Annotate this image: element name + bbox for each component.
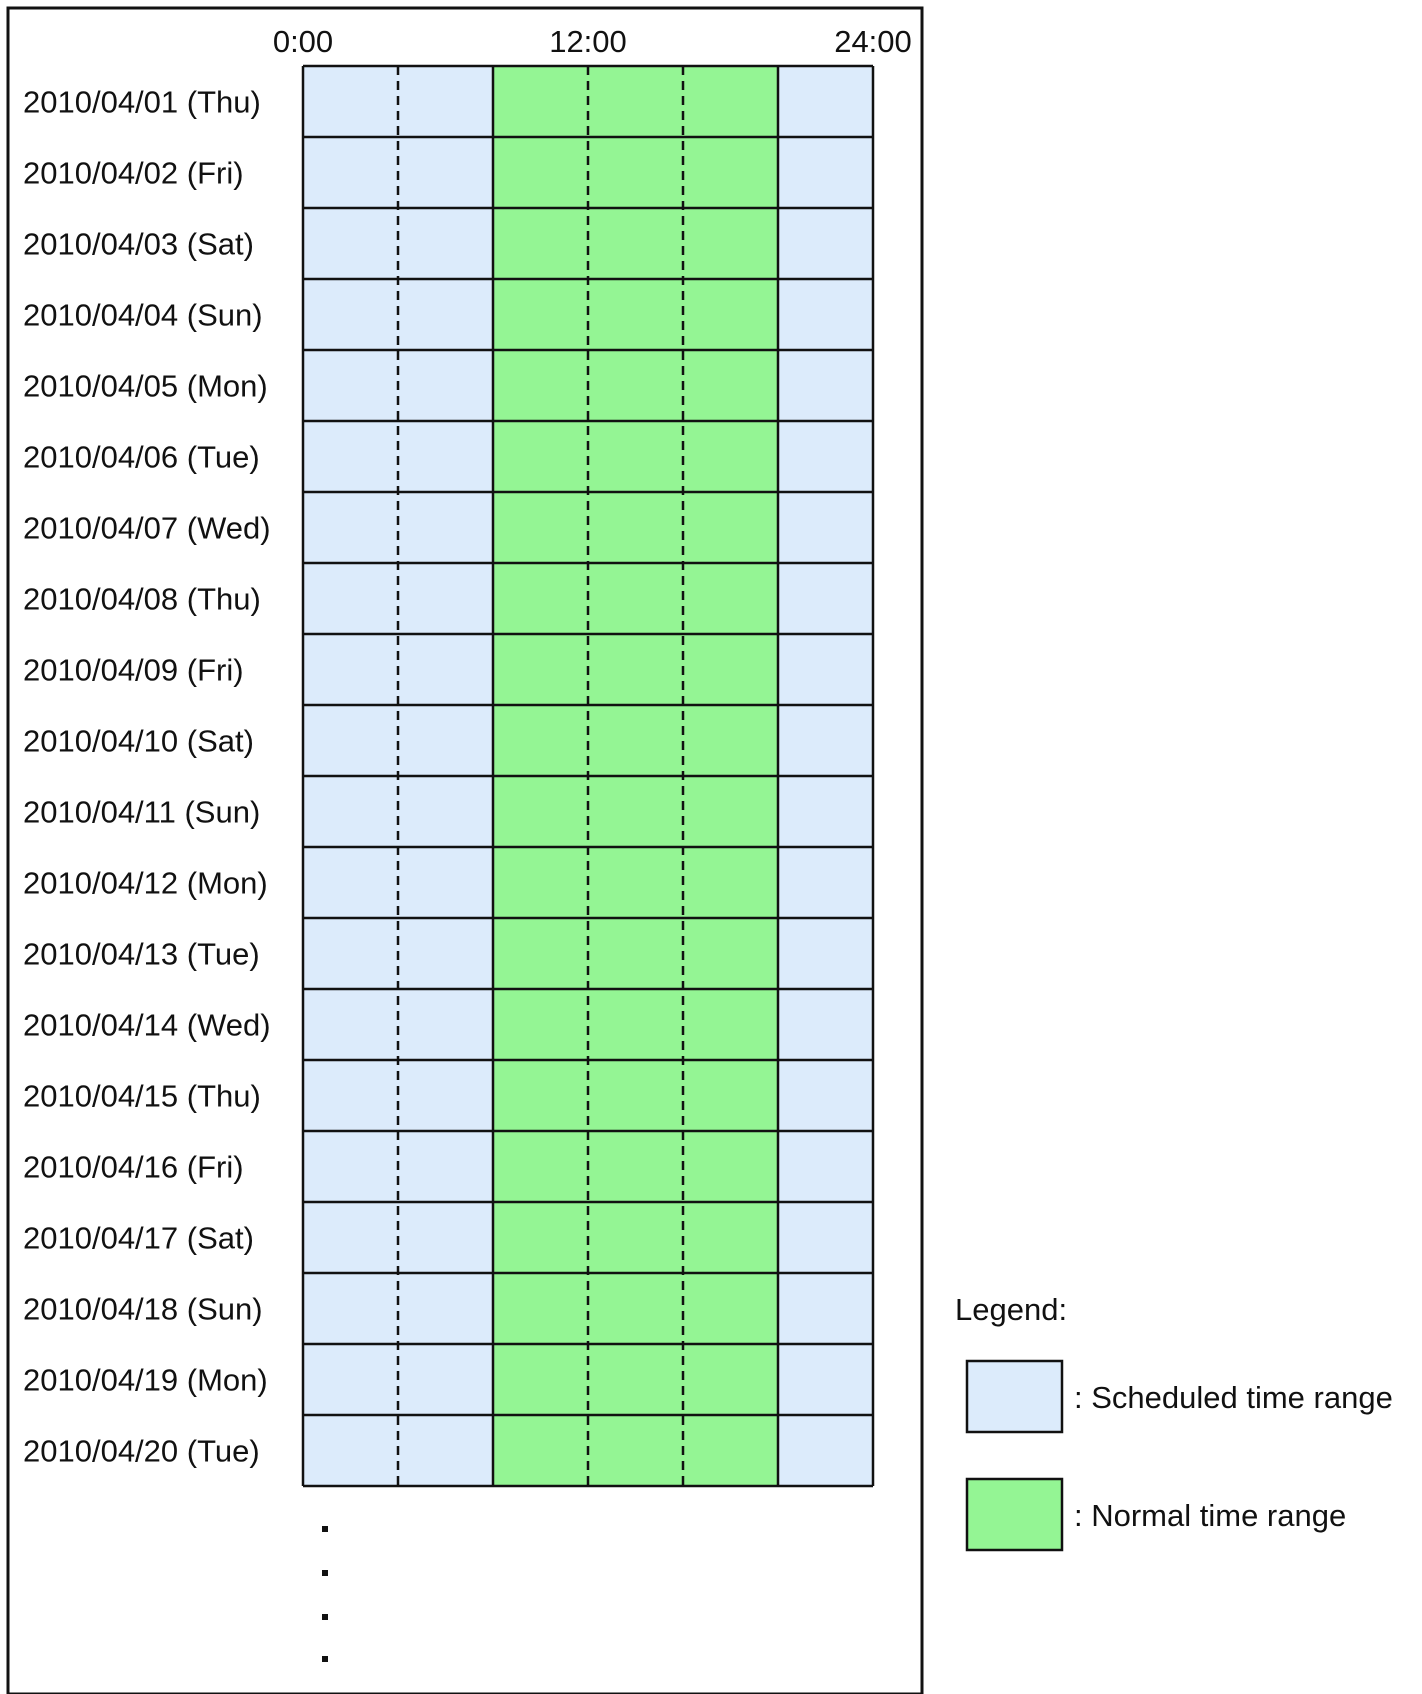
legend-swatch bbox=[965, 1359, 1064, 1434]
date-row-label: 2010/04/08 (Thu) bbox=[23, 582, 261, 617]
legend-title: Legend: bbox=[955, 1292, 1067, 1327]
time-axis-label: 0:00 bbox=[273, 24, 333, 59]
date-row-label: 2010/04/14 (Wed) bbox=[23, 1008, 271, 1043]
legend-item: : Scheduled time range bbox=[965, 1359, 1393, 1434]
date-row-labels: 2010/04/01 (Thu) 2010/04/02 (Fri) 2010/04/… bbox=[23, 85, 271, 1469]
time-axis-labels: 0:00 12:00 24:00 bbox=[273, 24, 912, 59]
legend: Legend: : Scheduled time range : Normal t… bbox=[955, 1292, 1393, 1552]
normal-range-bar bbox=[493, 421, 778, 492]
normal-range-bar bbox=[493, 208, 778, 279]
legend-label: : Normal time range bbox=[1074, 1498, 1346, 1533]
normal-range-bar bbox=[493, 66, 778, 137]
date-row-label: 2010/04/13 (Tue) bbox=[23, 937, 260, 972]
legend-swatch bbox=[965, 1477, 1064, 1552]
normal-range-bar bbox=[493, 989, 778, 1060]
date-row-label: 2010/04/05 (Mon) bbox=[23, 369, 268, 404]
normal-range-bar bbox=[493, 492, 778, 563]
time-axis-label: 12:00 bbox=[549, 24, 627, 59]
date-row-label: 2010/04/12 (Mon) bbox=[23, 866, 268, 901]
normal-range-bar bbox=[493, 1273, 778, 1344]
date-row-label: 2010/04/09 (Fri) bbox=[23, 653, 244, 688]
normal-range-bar bbox=[493, 1344, 778, 1415]
normal-range-bar bbox=[493, 279, 778, 350]
normal-range-bar bbox=[493, 705, 778, 776]
schedule-grid bbox=[301, 64, 875, 1488]
date-row-label: 2010/04/19 (Mon) bbox=[23, 1363, 268, 1398]
date-row-label: 2010/04/11 (Sun) bbox=[23, 795, 260, 830]
continuation-dots: ⋮ bbox=[322, 1526, 328, 1662]
date-row-label: 2010/04/18 (Sun) bbox=[23, 1292, 263, 1327]
normal-range-bar bbox=[493, 1415, 778, 1486]
date-row-label: 2010/04/01 (Thu) bbox=[23, 85, 261, 120]
date-row-label: 2010/04/06 (Tue) bbox=[23, 440, 260, 475]
normal-range-bar bbox=[493, 634, 778, 705]
normal-range-bar bbox=[493, 847, 778, 918]
continuation-dot bbox=[322, 1614, 328, 1620]
normal-range-bar bbox=[493, 1060, 778, 1131]
date-row-label: 2010/04/03 (Sat) bbox=[23, 227, 254, 262]
continuation-dot bbox=[322, 1656, 328, 1662]
time-axis-label: 24:00 bbox=[834, 24, 912, 59]
date-row-label: 2010/04/10 (Sat) bbox=[23, 724, 254, 759]
date-row-label: 2010/04/20 (Tue) bbox=[23, 1434, 260, 1469]
date-row-label: 2010/04/17 (Sat) bbox=[23, 1221, 254, 1256]
legend-label: : Scheduled time range bbox=[1074, 1380, 1393, 1415]
continuation-dot bbox=[322, 1570, 328, 1576]
normal-range-bar bbox=[493, 918, 778, 989]
date-row-label: 2010/04/16 (Fri) bbox=[23, 1150, 244, 1185]
continuation-dot bbox=[322, 1526, 328, 1532]
normal-range-bar bbox=[493, 350, 778, 421]
date-row-label: 2010/04/15 (Thu) bbox=[23, 1079, 261, 1114]
normal-range-bar bbox=[493, 563, 778, 634]
normal-range-bar bbox=[493, 137, 778, 208]
date-row-label: 2010/04/07 (Wed) bbox=[23, 511, 271, 546]
legend-item: : Normal time range bbox=[965, 1477, 1346, 1552]
normal-range-bar bbox=[493, 776, 778, 847]
normal-range-bar bbox=[493, 1202, 778, 1273]
continuation-ellipsis: ⋮ bbox=[325, 1599, 326, 1601]
date-row-label: 2010/04/02 (Fri) bbox=[23, 156, 244, 191]
normal-range-bar bbox=[493, 1131, 778, 1202]
date-row-label: 2010/04/04 (Sun) bbox=[23, 298, 263, 333]
